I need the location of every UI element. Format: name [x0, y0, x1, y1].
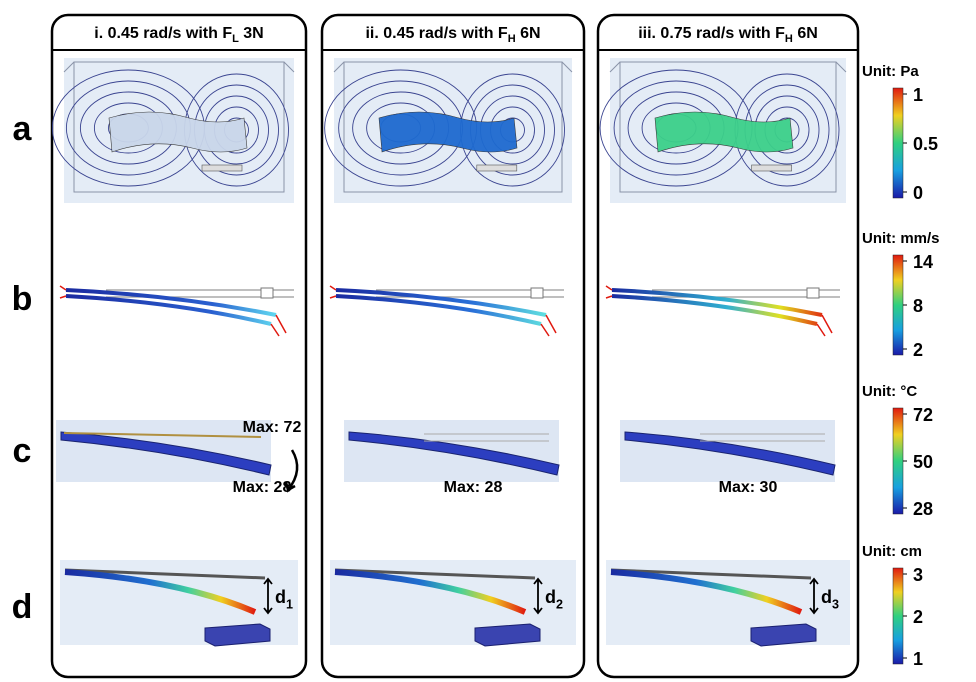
- colorbar-tick-label: 0.5: [913, 134, 938, 154]
- column-title: iii. 0.75 rad/s with FH 6N: [638, 25, 818, 45]
- rest-tip: [531, 288, 543, 298]
- colorbar: [893, 88, 903, 198]
- displacement-label-main: d: [545, 587, 556, 607]
- title-suffix: 6N: [793, 25, 818, 42]
- deflected-arm: [336, 290, 546, 324]
- colorbar-unit: Unit: cm: [862, 543, 922, 560]
- colorbar: [893, 408, 903, 514]
- rest-tip: [807, 288, 819, 298]
- plate: [752, 165, 792, 171]
- title-prefix: i. 0.45 rad/s with F: [94, 25, 232, 42]
- column-title: ii. 0.45 rad/s with FH 6N: [365, 25, 540, 45]
- colorbar-tick-label: 1: [913, 85, 923, 105]
- colorbar: [893, 568, 903, 664]
- row-label: a: [13, 110, 33, 148]
- title-sub: H: [785, 33, 793, 45]
- plate: [202, 165, 242, 171]
- colorbar-tick-label: 2: [913, 607, 923, 627]
- displacement-label-main: d: [275, 587, 286, 607]
- max-label: Max: 30: [719, 479, 778, 496]
- title-sub: H: [508, 33, 516, 45]
- max-label: Max: 28: [444, 479, 503, 496]
- title-prefix: ii. 0.45 rad/s with F: [365, 25, 507, 42]
- deflected-arm: [612, 290, 822, 324]
- displacement-label-main: d: [821, 587, 832, 607]
- max-label: Max: 72: [243, 419, 302, 436]
- title-prefix: iii. 0.75 rad/s with F: [638, 25, 785, 42]
- deflected-arm: [66, 290, 276, 324]
- colorbar-tick-label: 3: [913, 565, 923, 585]
- column-title: i. 0.45 rad/s with FL 3N: [94, 25, 263, 45]
- colorbar-tick-label: 8: [913, 296, 923, 316]
- colorbar-tick-label: 14: [913, 252, 933, 272]
- title-suffix: 6N: [516, 25, 541, 42]
- colorbar-unit: Unit: °C: [862, 383, 917, 400]
- title-suffix: 3N: [239, 25, 264, 42]
- colorbar-tick-label: 0: [913, 183, 923, 203]
- rest-tip: [261, 288, 273, 298]
- colorbar-tick-label: 50: [913, 452, 933, 472]
- displacement-label-sub: 3: [832, 597, 839, 611]
- colorbar: [893, 255, 903, 355]
- row-label: b: [12, 280, 33, 318]
- displacement-label-sub: 2: [556, 597, 563, 611]
- figure: i. 0.45 rad/s with FL 3NMax: 72Max: 28d1…: [0, 0, 976, 682]
- colorbar-tick-label: 1: [913, 649, 923, 669]
- colorbar-tick-label: 72: [913, 405, 933, 425]
- row-label: c: [13, 432, 32, 470]
- row-label: d: [12, 588, 33, 626]
- colorbar-unit: Unit: mm/s: [862, 230, 940, 247]
- colorbar-unit: Unit: Pa: [862, 63, 919, 80]
- max-label: Max: 28: [233, 479, 292, 496]
- colorbar-tick-label: 2: [913, 340, 923, 360]
- plate: [477, 165, 517, 171]
- colorbar-tick-label: 28: [913, 499, 933, 519]
- displacement-label-sub: 1: [286, 597, 293, 611]
